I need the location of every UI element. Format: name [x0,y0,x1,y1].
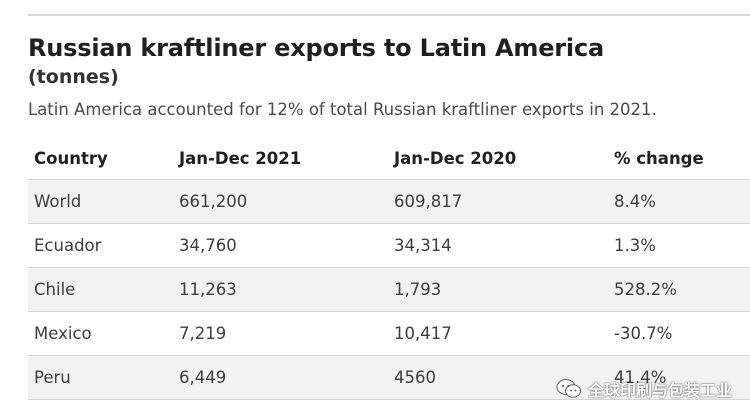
cell-change: 8.4% [614,192,656,211]
cell-2021: 6,449 [179,368,227,387]
cell-2021: 11,263 [179,280,237,299]
table-row: Chile 11,263 1,793 528.2% [28,268,750,312]
table-title: Russian kraftliner exports to Latin Amer… [28,34,604,62]
cell-country: Ecuador [34,236,102,255]
cell-2020: 1,793 [394,280,442,299]
cell-change: 41.4% [614,368,667,387]
header-jan-dec-2020: Jan-Dec 2020 [394,149,517,168]
table-row: World 661,200 609,817 8.4% [28,180,750,224]
watermark-text: 全球印刷与包装工业 [587,381,732,400]
header-jan-dec-2021: Jan-Dec 2021 [179,149,302,168]
cell-2020: 4560 [394,368,436,387]
cell-change: 1.3% [614,236,656,255]
cell-2020: 10,417 [394,324,452,343]
cell-country: Peru [34,368,71,387]
header-country: Country [34,149,108,168]
cell-country: World [34,192,82,211]
cell-change: -30.7% [614,324,673,343]
wechat-icon [556,378,582,400]
cell-2021: 34,760 [179,236,237,255]
table-row: Peru 6,449 4560 41.4% [28,356,750,400]
cell-country: Chile [34,280,76,299]
cell-2021: 661,200 [179,192,248,211]
cell-2020: 609,817 [394,192,463,211]
header-percent-change: % change [614,149,704,168]
cell-change: 528.2% [614,280,677,299]
table-row: Mexico 7,219 10,417 -30.7% [28,312,750,356]
table-header-row: Country Jan-Dec 2021 Jan-Dec 2020 % chan… [28,138,750,180]
table-row: Ecuador 34,760 34,314 1.3% [28,224,750,268]
watermark: 全球印刷与包装工业 [556,377,732,401]
data-table: Country Jan-Dec 2021 Jan-Dec 2020 % chan… [28,138,750,400]
table-subtitle: (tonnes) [28,66,119,88]
cell-2020: 34,314 [394,236,452,255]
cell-country: Mexico [34,324,92,343]
top-divider [28,14,750,16]
table-note: Latin America accounted for 12% of total… [28,100,657,119]
cell-2021: 7,219 [179,324,227,343]
